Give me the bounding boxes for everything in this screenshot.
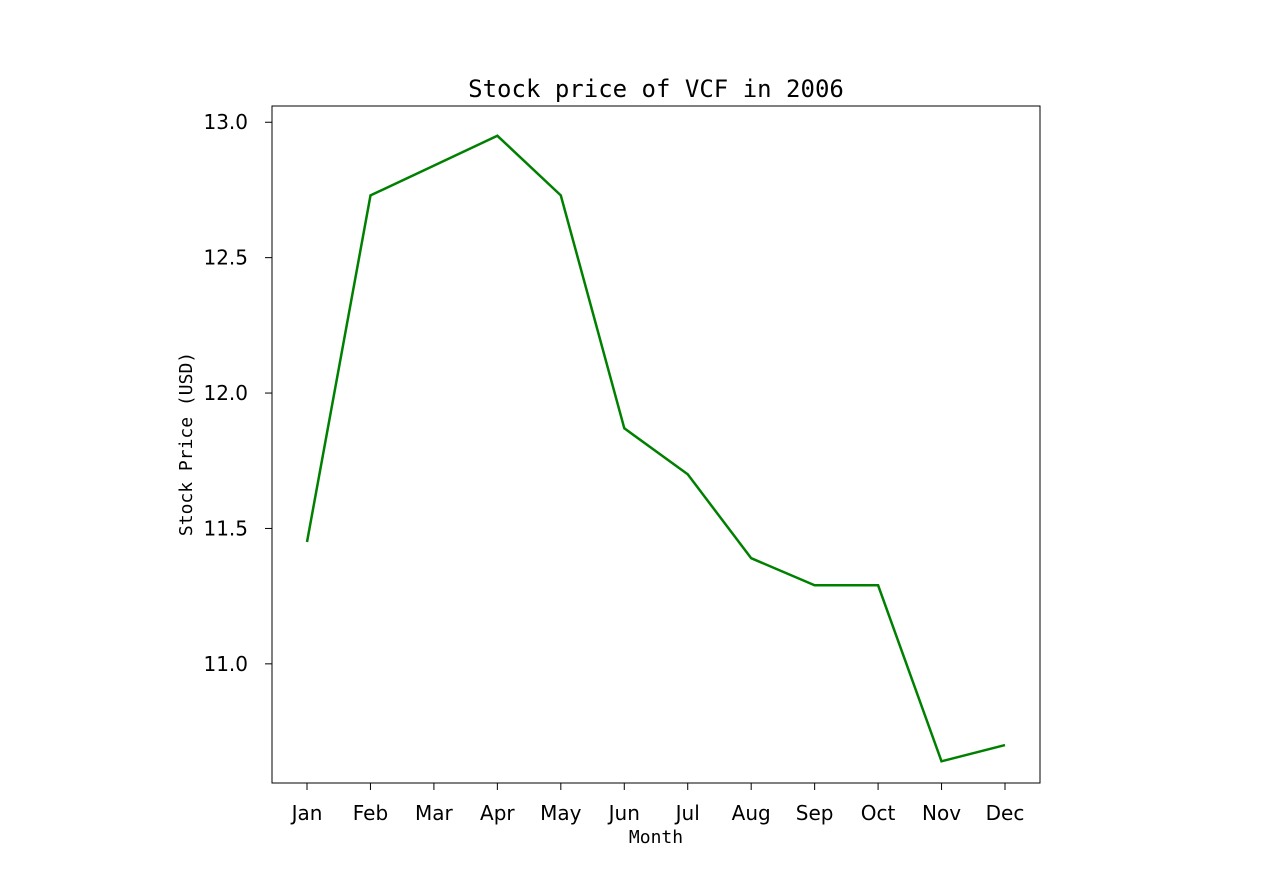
y-tick-label: 12.0 — [203, 381, 248, 405]
y-tick-label: 13.0 — [203, 110, 248, 134]
y-tick-label: 11.5 — [203, 516, 248, 540]
x-tick-label: Jul — [674, 801, 700, 825]
x-tick-label: Mar — [415, 801, 454, 825]
x-tick-label: Dec — [986, 801, 1025, 825]
plot-frame — [271, 105, 1041, 784]
x-tick-label: Oct — [861, 801, 896, 825]
x-tick-label: Apr — [480, 801, 515, 825]
x-tick-label: Aug — [732, 801, 771, 825]
x-axis-label: Month — [629, 827, 683, 848]
x-tick-label: Nov — [922, 801, 961, 825]
plot-area: 11.011.512.012.513.0 Jan Feb Mar Apr May Jun J… — [203, 105, 1041, 825]
x-tick-label: May — [540, 801, 582, 825]
x-tick-label: Sep — [796, 801, 834, 825]
y-axis-label: Stock Price (USD) — [176, 352, 197, 536]
x-axis: Jan Feb Mar Apr May Jun Jul Aug Sep Oct Nov Dec — [290, 783, 1025, 825]
y-axis: 11.0 11.5 12.0 12.5 13.0 — [203, 110, 272, 676]
x-tick-label: Feb — [353, 801, 388, 825]
chart-title: Stock price of VCF in 2006 — [468, 75, 844, 103]
x-tick-label: Jan — [290, 801, 323, 825]
series-line — [305, 134, 1006, 763]
y-tick-label: 12.5 — [203, 246, 248, 270]
series-layer — [305, 134, 1006, 763]
y-tick-label: 11.0 — [203, 652, 248, 676]
x-tick-label: Jun — [607, 801, 640, 825]
